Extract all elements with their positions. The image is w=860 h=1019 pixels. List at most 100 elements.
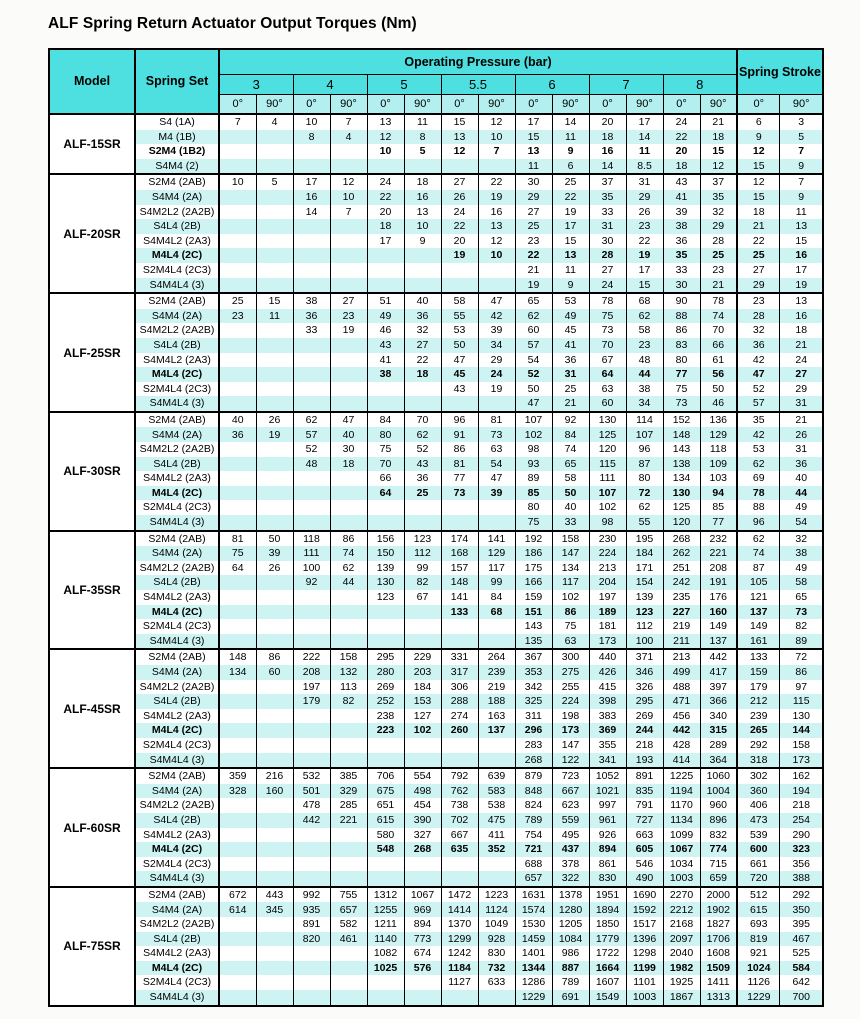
torque-cell	[218, 233, 257, 249]
torque-cell	[218, 679, 257, 695]
torque-cell	[292, 827, 331, 843]
torque-cell	[255, 248, 294, 263]
data-row: S4M2L2 (2A2B) 33 19 46 32 53 39 60 45 73 58 86 70 32 1…	[49, 323, 824, 338]
torque-cell: 27	[588, 262, 627, 278]
torque-cell: 114	[625, 411, 664, 428]
torque-cell: 19	[440, 248, 479, 263]
torque-cell: 111	[292, 546, 331, 561]
torque-cell: 15	[699, 144, 738, 159]
header-pressure-4: 4	[292, 74, 368, 95]
torque-cell: 158	[329, 649, 368, 665]
torque-cell: 9	[551, 277, 590, 294]
data-row: ALF-30SR S2M4 (2AB) 40 26 62 47 84 70 96 81 107 92 1…	[48, 411, 824, 531]
torque-cell: 224	[588, 546, 627, 561]
data-row: ALF-60SR S2M4 (2AB) 359 216 532 385 706 554 792 6…	[48, 768, 824, 887]
torque-cell	[255, 798, 294, 813]
spring-set-cell: S2M4L4 (2C3)	[134, 975, 220, 991]
torque-cell: 99	[477, 575, 516, 590]
torque-cell: 137	[477, 723, 516, 738]
torque-cell: 50	[255, 530, 294, 547]
data-row: S4M4L4 (3) 135 63 173 100 211 137 161 89	[49, 633, 824, 650]
torque-cell	[292, 219, 331, 234]
torque-cell: 721	[514, 842, 553, 857]
torque-cell: 153	[403, 694, 442, 709]
torque-cell: 1067	[662, 842, 701, 857]
torque-cell	[218, 471, 257, 486]
torque-cell: 64	[218, 560, 257, 576]
torque-cell	[329, 471, 368, 486]
torque-cell: 122	[551, 752, 590, 769]
stroke-cell: 642	[779, 975, 824, 991]
torque-cell: 501	[292, 783, 331, 799]
torque-cell: 176	[699, 590, 738, 605]
torque-cell: 2040	[662, 946, 701, 961]
torque-cell	[366, 500, 405, 516]
torque-cell	[218, 842, 257, 857]
torque-cell: 417	[699, 664, 738, 680]
torque-cell: 216	[255, 768, 294, 784]
torque-cell	[255, 723, 294, 738]
torque-cell	[403, 604, 442, 620]
header-angle-90: 90°	[255, 94, 294, 115]
torque-cell: 67	[588, 352, 627, 368]
torque-cell	[292, 842, 331, 857]
stroke-cell: 23	[736, 293, 781, 309]
torque-cell: 1344	[514, 960, 553, 976]
torque-cell: 328	[218, 783, 257, 799]
torque-cell: 148	[662, 427, 701, 443]
torque-cell	[329, 842, 368, 857]
torque-cell	[255, 575, 294, 590]
torque-cell: 18	[366, 219, 405, 234]
stroke-cell: 89	[779, 633, 824, 650]
stroke-cell: 72	[779, 649, 824, 665]
spring-set-cell: M4L4 (2C)	[134, 248, 220, 263]
data-row: S4L4 (2B) 92 44 130 82 148 99 166 117 204 154 242 19…	[49, 575, 824, 590]
torque-cell: 74	[551, 442, 590, 457]
torque-cell: 19	[329, 323, 368, 338]
torque-cell	[477, 277, 516, 294]
torque-cell: 49	[366, 308, 405, 324]
stroke-cell: 62	[736, 530, 781, 547]
torque-cell	[366, 990, 405, 1006]
torque-cell: 499	[662, 664, 701, 680]
torque-cell: 366	[699, 694, 738, 709]
torque-cell: 151	[514, 604, 553, 620]
torque-cell: 117	[477, 560, 516, 576]
spring-set-cell: M4L4 (2C)	[134, 960, 220, 976]
torque-cell: 227	[662, 604, 701, 620]
data-row: S4L4 (2B) 442 221 615 390 702 475 789 559 961 727 1…	[49, 812, 824, 828]
torque-cell: 70	[403, 411, 442, 428]
torque-cell	[366, 619, 405, 634]
torque-cell: 195	[625, 530, 664, 547]
torque-cell: 37	[699, 174, 738, 190]
torque-cell	[255, 960, 294, 976]
stroke-cell: 11	[779, 204, 824, 220]
torque-cell: 75	[514, 515, 553, 531]
stroke-cell: 31	[779, 396, 824, 412]
torque-cell	[255, 219, 294, 234]
torque-cell: 30	[329, 442, 368, 457]
torque-cell	[329, 158, 368, 175]
torque-cell: 1286	[514, 975, 553, 991]
stroke-cell: 525	[779, 946, 824, 961]
torque-cell	[255, 323, 294, 338]
torque-cell: 280	[366, 664, 405, 680]
torque-cell	[366, 262, 405, 278]
torque-cell: 23	[329, 308, 368, 324]
torque-cell	[218, 396, 257, 412]
torque-cell	[218, 575, 257, 590]
data-row: ALF-20SR S2M4 (2AB) 10 5 17 12 24 18 27 22 30 25 37 3…	[48, 174, 824, 294]
torque-cell: 21	[514, 262, 553, 278]
torque-cell: 36	[403, 308, 442, 324]
stroke-cell: 12	[736, 174, 781, 190]
torque-cell: 13	[514, 144, 553, 159]
spring-set-cell: S4M4 (2A)	[134, 902, 220, 918]
torque-cell: 148	[218, 649, 257, 665]
torque-cell	[292, 144, 331, 159]
stroke-cell: 9	[779, 158, 824, 175]
stroke-cell: 5	[779, 129, 824, 145]
data-row: S2M4L4 (2C3) 43 19 50 25 63 38 75 50 52 29	[49, 381, 824, 397]
torque-cell: 440	[588, 649, 627, 665]
data-row: M4L4 (2C) 19 10 22 13 28 19 35 25 25 16	[49, 248, 824, 263]
torque-cell: 98	[514, 442, 553, 457]
